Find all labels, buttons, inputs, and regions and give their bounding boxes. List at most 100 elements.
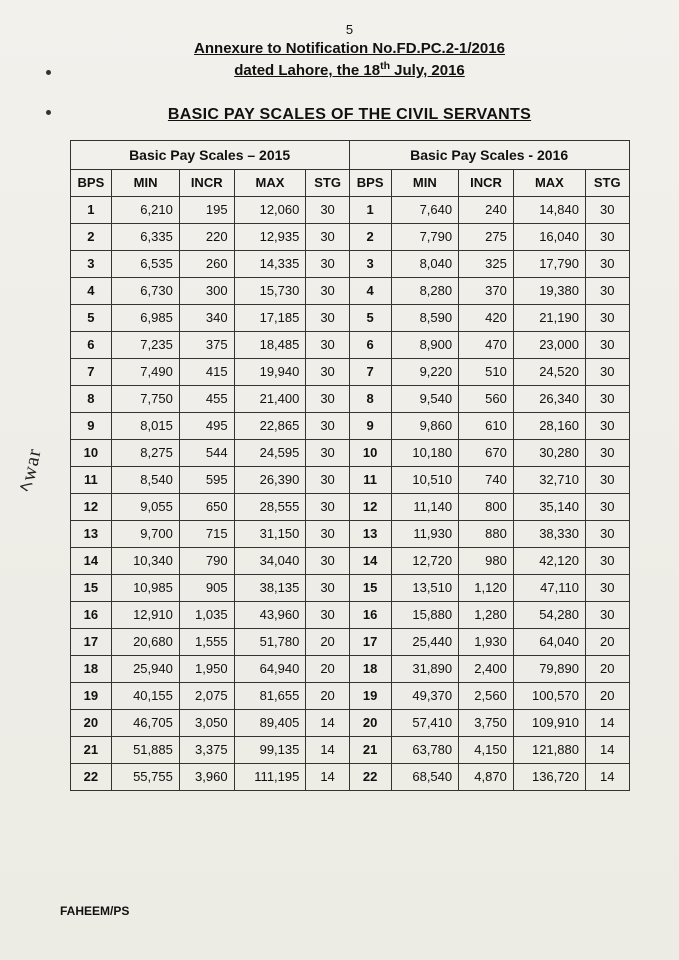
cell-max-right: 28,160	[513, 412, 585, 439]
cell-max-left: 12,935	[234, 223, 306, 250]
table-row: 2255,7553,960111,195142268,5404,870136,7…	[70, 763, 629, 790]
table-row: 1510,98590538,135301513,5101,12047,11030	[70, 574, 629, 601]
table-row: 129,05565028,555301211,14080035,14030	[70, 493, 629, 520]
cell-max-right: 32,710	[513, 466, 585, 493]
col-max-right: MAX	[513, 169, 585, 196]
table-row: 16,21019512,0603017,64024014,84030	[70, 196, 629, 223]
cell-bps-left: 14	[70, 547, 112, 574]
cell-bps-left: 5	[70, 304, 112, 331]
cell-stg-right: 30	[585, 574, 629, 601]
document-page: 5 Annexure to Notification No.FD.PC.2-1/…	[0, 0, 679, 960]
cell-min-left: 6,210	[112, 196, 180, 223]
cell-min-right: 7,790	[391, 223, 459, 250]
cell-bps-right: 13	[349, 520, 391, 547]
cell-stg-left: 30	[306, 439, 349, 466]
cell-incr-left: 220	[179, 223, 234, 250]
cell-min-right: 8,040	[391, 250, 459, 277]
annexure-line-2-sup: th	[380, 60, 390, 72]
annexure-line-1: Annexure to Notification No.FD.PC.2-1/20…	[194, 40, 505, 57]
table-row: 139,70071531,150301311,93088038,33030	[70, 520, 629, 547]
cell-max-left: 34,040	[234, 547, 306, 574]
cell-stg-right: 30	[585, 520, 629, 547]
cell-stg-right: 30	[585, 277, 629, 304]
cell-max-right: 79,890	[513, 655, 585, 682]
cell-max-left: 21,400	[234, 385, 306, 412]
cell-stg-left: 30	[306, 466, 349, 493]
page-number: 5	[60, 22, 639, 37]
cell-bps-right: 18	[349, 655, 391, 682]
cell-bps-left: 1	[70, 196, 112, 223]
cell-min-left: 6,535	[112, 250, 180, 277]
cell-incr-right: 560	[459, 385, 514, 412]
cell-max-left: 15,730	[234, 277, 306, 304]
footer-author: FAHEEM/PS	[60, 904, 129, 918]
cell-bps-right: 11	[349, 466, 391, 493]
cell-bps-left: 4	[70, 277, 112, 304]
cell-max-right: 136,720	[513, 763, 585, 790]
cell-bps-right: 5	[349, 304, 391, 331]
cell-max-right: 42,120	[513, 547, 585, 574]
table-row: 1612,9101,03543,960301615,8801,28054,280…	[70, 601, 629, 628]
cell-bps-right: 12	[349, 493, 391, 520]
cell-max-left: 26,390	[234, 466, 306, 493]
cell-bps-right: 21	[349, 736, 391, 763]
cell-incr-right: 740	[459, 466, 514, 493]
cell-bps-left: 17	[70, 628, 112, 655]
cell-max-right: 47,110	[513, 574, 585, 601]
cell-bps-left: 7	[70, 358, 112, 385]
cell-bps-left: 16	[70, 601, 112, 628]
cell-incr-left: 340	[179, 304, 234, 331]
cell-max-left: 28,555	[234, 493, 306, 520]
cell-incr-right: 370	[459, 277, 514, 304]
cell-bps-right: 4	[349, 277, 391, 304]
cell-min-right: 10,510	[391, 466, 459, 493]
table-row: 56,98534017,1853058,59042021,19030	[70, 304, 629, 331]
cell-min-right: 63,780	[391, 736, 459, 763]
cell-stg-left: 30	[306, 331, 349, 358]
cell-incr-right: 670	[459, 439, 514, 466]
cell-max-right: 35,140	[513, 493, 585, 520]
col-incr-right: INCR	[459, 169, 514, 196]
cell-incr-left: 300	[179, 277, 234, 304]
cell-stg-left: 30	[306, 358, 349, 385]
cell-max-left: 111,195	[234, 763, 306, 790]
cell-stg-left: 30	[306, 520, 349, 547]
cell-stg-right: 20	[585, 628, 629, 655]
cell-stg-left: 30	[306, 385, 349, 412]
cell-max-left: 64,940	[234, 655, 306, 682]
table-row: 98,01549522,8653099,86061028,16030	[70, 412, 629, 439]
cell-incr-right: 980	[459, 547, 514, 574]
table-row: 2151,8853,37599,135142163,7804,150121,88…	[70, 736, 629, 763]
cell-stg-left: 30	[306, 412, 349, 439]
cell-bps-left: 18	[70, 655, 112, 682]
cell-bps-left: 20	[70, 709, 112, 736]
handwritten-signature: ﾍwar	[9, 445, 47, 494]
cell-incr-left: 1,035	[179, 601, 234, 628]
cell-bps-left: 10	[70, 439, 112, 466]
cell-bps-right: 6	[349, 331, 391, 358]
cell-bps-right: 19	[349, 682, 391, 709]
cell-incr-left: 1,555	[179, 628, 234, 655]
scanner-mark	[46, 110, 51, 115]
cell-bps-right: 1	[349, 196, 391, 223]
cell-stg-right: 30	[585, 223, 629, 250]
cell-min-right: 8,900	[391, 331, 459, 358]
cell-incr-right: 4,870	[459, 763, 514, 790]
table-row: 26,33522012,9353027,79027516,04030	[70, 223, 629, 250]
cell-incr-right: 3,750	[459, 709, 514, 736]
cell-stg-right: 30	[585, 466, 629, 493]
cell-incr-right: 510	[459, 358, 514, 385]
cell-bps-left: 15	[70, 574, 112, 601]
cell-incr-left: 3,960	[179, 763, 234, 790]
cell-min-right: 9,540	[391, 385, 459, 412]
cell-max-left: 14,335	[234, 250, 306, 277]
cell-bps-right: 16	[349, 601, 391, 628]
cell-min-left: 10,340	[112, 547, 180, 574]
cell-stg-right: 30	[585, 250, 629, 277]
cell-max-right: 17,790	[513, 250, 585, 277]
cell-stg-right: 14	[585, 709, 629, 736]
table-row: 77,49041519,9403079,22051024,52030	[70, 358, 629, 385]
cell-min-right: 10,180	[391, 439, 459, 466]
scanner-mark	[46, 70, 51, 75]
col-max-left: MAX	[234, 169, 306, 196]
